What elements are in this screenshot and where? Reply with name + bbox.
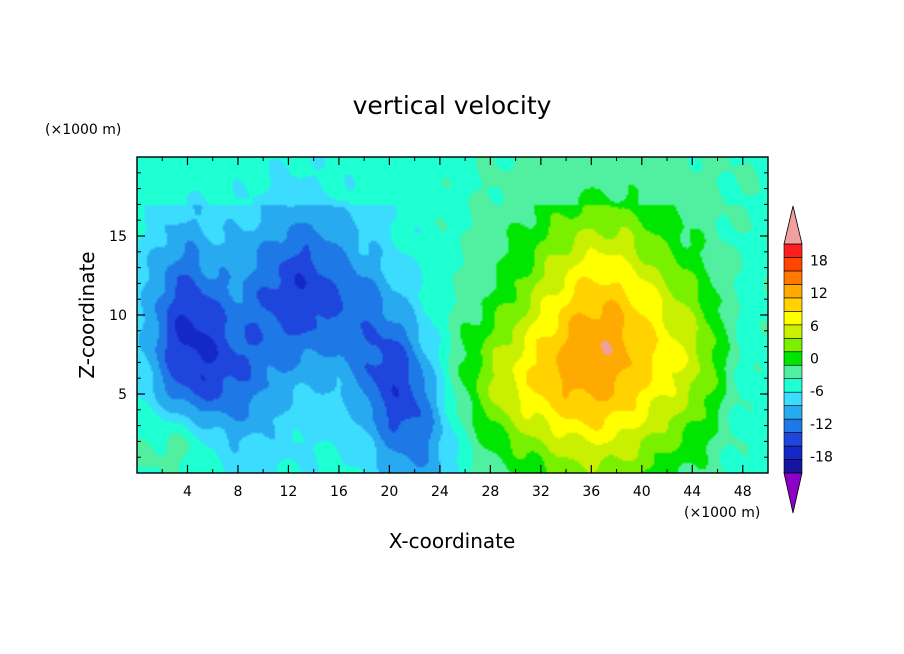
colorbar-bin (783, 351, 803, 366)
colorbar-bin (783, 418, 803, 433)
x-tick-label: 36 (582, 484, 600, 500)
y-tick-label: 5 (118, 387, 127, 403)
contour-field-image (137, 157, 768, 473)
colorbar-tick-label: 6 (810, 319, 819, 335)
x-tick-label: 48 (734, 484, 752, 500)
contour-field (137, 157, 768, 473)
colorbar-tick-label: -12 (810, 417, 833, 433)
colorbar-bin (783, 405, 803, 420)
colorbar-bin (783, 270, 803, 285)
colorbar: 18 12 6 0 -6 -12 -18 (783, 205, 833, 514)
colorbar-bin (783, 324, 803, 339)
y-tick-label: 15 (109, 229, 127, 245)
y-axis-label: Z-coordinate (75, 251, 99, 378)
y-tick-label: 10 (109, 308, 127, 324)
colorbar-under-triangle (783, 472, 803, 514)
x-tick-label: 12 (280, 484, 298, 500)
colorbar-bin (783, 311, 803, 326)
chart-title: vertical velocity (353, 91, 552, 120)
x-tick-label: 16 (330, 484, 348, 500)
colorbar-bin (783, 364, 803, 380)
colorbar-bin (783, 391, 803, 406)
colorbar-over-triangle (783, 205, 803, 245)
colorbar-tick-label: 0 (810, 352, 819, 368)
x-tick-label: 44 (683, 484, 701, 500)
colorbar-bin (783, 243, 803, 258)
colorbar-tick-label: 18 (810, 253, 828, 269)
x-tick-label: 28 (481, 484, 499, 500)
x-tick-label: 4 (183, 484, 192, 500)
y-unit-label: (×1000 m) (45, 122, 121, 138)
x-tick-label: 32 (532, 484, 550, 500)
colorbar-bin (783, 257, 803, 272)
x-axis-label: X-coordinate (389, 529, 516, 553)
colorbar-bin (783, 445, 803, 460)
x-tick-label: 24 (431, 484, 449, 500)
colorbar-bin (783, 284, 803, 299)
colorbar-bin (783, 459, 803, 474)
y-axis-ticks: 5 10 15 (109, 172, 768, 458)
colorbar-tick-label: -18 (810, 450, 833, 466)
x-tick-label: 8 (233, 484, 242, 500)
x-tick-label: 40 (633, 484, 651, 500)
colorbar-bin (783, 378, 803, 393)
colorbar-bin (783, 432, 803, 447)
x-unit-label: (×1000 m) (684, 505, 760, 521)
colorbar-bin (783, 337, 803, 353)
x-tick-label: 20 (380, 484, 398, 500)
colorbar-bin (783, 297, 803, 312)
colorbar-tick-label: -6 (810, 384, 824, 400)
x-axis-ticks: 4 8 12 16 20 24 28 32 36 40 44 48 (161, 157, 752, 500)
colorbar-tick-label: 12 (810, 286, 828, 302)
